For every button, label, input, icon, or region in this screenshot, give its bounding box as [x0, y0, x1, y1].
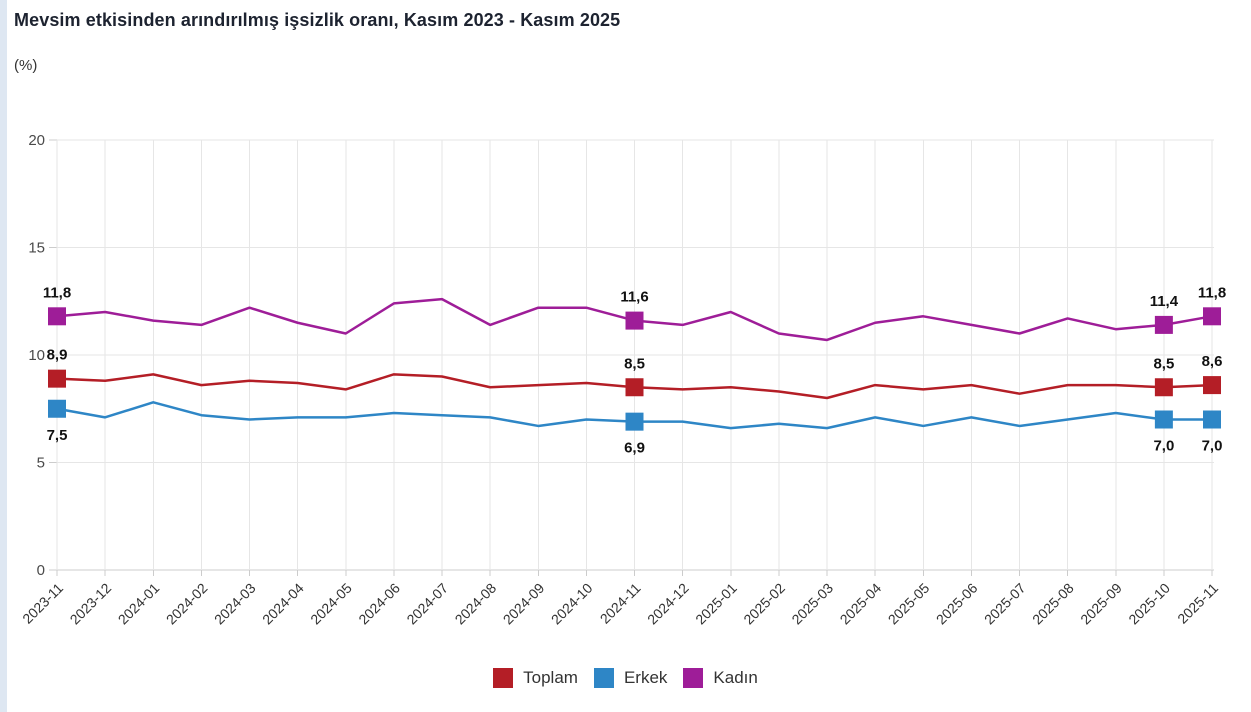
x-tick-label: 2024-09 [500, 580, 548, 628]
legend-swatch-icon [683, 668, 704, 688]
x-tick-label: 2025-11 [1174, 580, 1221, 627]
y-tick-label: 10 [28, 347, 45, 364]
marker-kadın-2023-11[interactable] [48, 307, 66, 326]
y-tick-label: 20 [28, 132, 45, 149]
x-tick-label: 2024-11 [597, 580, 644, 627]
legend-label: Kadın [713, 668, 758, 687]
marker-toplam-2025-11[interactable] [1203, 376, 1221, 395]
x-tick-label: 2025-05 [885, 580, 933, 628]
legend-item-erkek[interactable]: Erkek [593, 668, 668, 688]
x-tick-label: 2025-02 [740, 580, 788, 628]
data-label-toplam-2025-11: 8,6 [1202, 353, 1223, 370]
data-label-toplam-2024-11: 8,5 [624, 355, 645, 372]
legend-label: Erkek [623, 668, 668, 687]
x-tick-label: 2024-05 [307, 580, 355, 628]
x-tick-label: 2024-12 [644, 580, 692, 628]
x-tick-label: 2024-07 [403, 580, 451, 628]
legend-swatch-icon [493, 668, 514, 688]
chart-subtitle: (%) [14, 57, 38, 74]
data-label-toplam-2025-10: 8,5 [1153, 355, 1174, 372]
marker-kadın-2025-11[interactable] [1203, 307, 1221, 326]
x-tick-label: 2024-03 [211, 580, 259, 628]
x-tick-label: 2024-10 [548, 580, 596, 628]
x-tick-label: 2024-02 [163, 580, 211, 628]
x-tick-label: 2023-12 [67, 580, 115, 628]
data-label-kadın-2025-10: 11,4 [1150, 293, 1179, 310]
x-tick-label: 2024-04 [259, 580, 307, 628]
x-tick-label: 2023-11 [19, 580, 66, 627]
data-label-kadın-2023-11: 11,8 [43, 284, 71, 301]
y-tick-label: 0 [37, 562, 45, 579]
data-label-erkek-2025-10: 7,0 [1153, 438, 1174, 455]
legend-item-kadn[interactable]: Kadın [683, 668, 758, 688]
x-tick-label: 2025-04 [837, 580, 885, 628]
x-tick-label: 2025-09 [1077, 580, 1125, 628]
data-label-kadın-2025-11: 11,8 [1198, 284, 1226, 301]
x-tick-label: 2024-08 [452, 580, 500, 628]
marker-erkek-2025-11[interactable] [1203, 410, 1221, 429]
x-tick-label: 2025-08 [1029, 580, 1077, 628]
x-tick-label: 2025-07 [981, 580, 1029, 628]
marker-kadın-2025-10[interactable] [1154, 315, 1173, 334]
data-label-kadın-2024-11: 11,6 [620, 289, 648, 306]
x-tick-label: 2024-06 [355, 580, 403, 628]
legend-item-toplam[interactable]: Toplam [493, 668, 578, 688]
x-tick-label: 2024-01 [115, 580, 163, 628]
x-tick-label: 2025-10 [1125, 580, 1173, 628]
marker-erkek-2023-11[interactable] [48, 399, 66, 418]
y-tick-label: 15 [28, 240, 45, 257]
marker-erkek-2025-10[interactable] [1154, 410, 1173, 429]
marker-toplam-2025-10[interactable] [1154, 378, 1173, 397]
data-label-erkek-2024-11: 6,9 [624, 440, 645, 457]
legend-label: Toplam [523, 668, 578, 687]
data-label-erkek-2025-11: 7,0 [1202, 438, 1223, 455]
data-label-erkek-2023-11: 7,5 [47, 427, 68, 444]
chart-title: Mevsim etkisinden arındırılmış işsizlik … [14, 10, 621, 30]
x-tick-label: 2025-03 [788, 580, 836, 628]
legend-swatch-icon [593, 668, 614, 688]
marker-kadın-2024-11[interactable] [625, 311, 644, 330]
chart-legend: Toplam Erkek Kadın [0, 663, 1251, 693]
marker-erkek-2024-11[interactable] [625, 412, 644, 431]
chart-header: Mevsim etkisinden arındırılmış işsizlik … [14, 10, 620, 74]
page-left-edge-strip [0, 0, 7, 712]
marker-toplam-2024-11[interactable] [625, 378, 644, 397]
marker-toplam-2023-11[interactable] [48, 369, 66, 388]
x-tick-label: 2025-06 [933, 580, 981, 628]
x-tick-label: 2025-01 [692, 580, 740, 628]
y-tick-label: 5 [37, 455, 45, 472]
data-label-toplam-2023-11: 8,9 [47, 347, 68, 364]
